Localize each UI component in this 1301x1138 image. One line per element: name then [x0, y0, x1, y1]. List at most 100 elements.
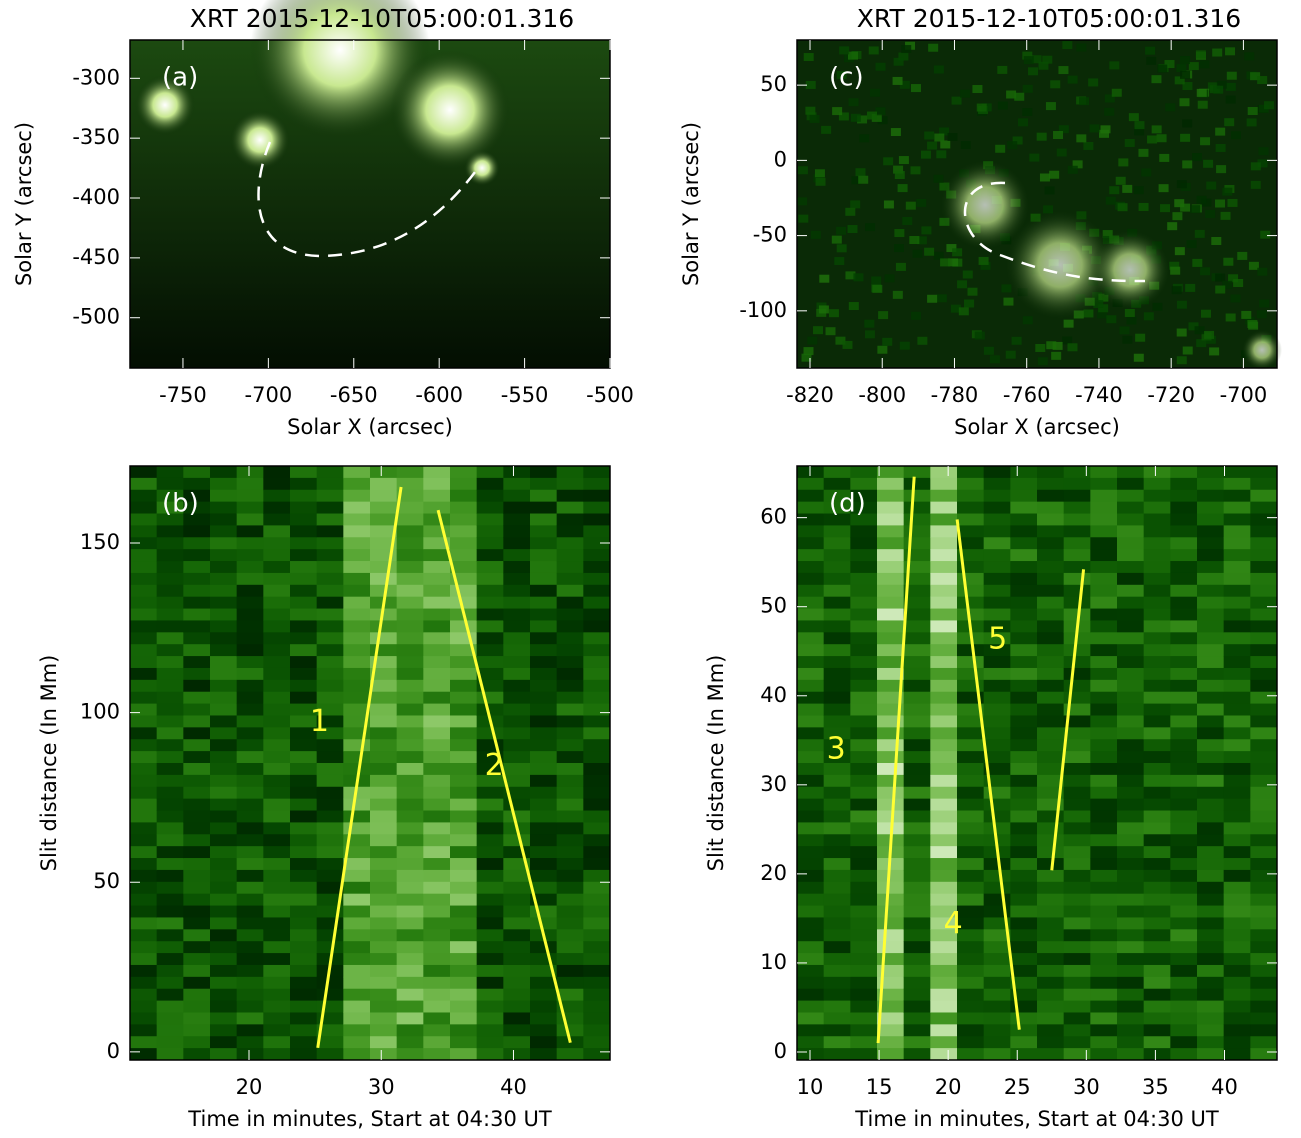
image-pixel [983, 881, 1011, 895]
image-pixel [1151, 75, 1162, 84]
image-pixel [583, 489, 611, 503]
image-pixel [156, 834, 184, 847]
image-pixel [263, 632, 291, 645]
image-pixel [503, 869, 531, 883]
image-pixel [1223, 620, 1251, 633]
image-pixel [503, 644, 531, 657]
image-pixel [936, 150, 947, 159]
image-pixel [1188, 322, 1199, 331]
image-pixel [1170, 266, 1181, 275]
image-pixel [210, 1036, 238, 1049]
image-pixel [1083, 309, 1094, 318]
image-pixel [797, 846, 825, 859]
image-pixel [183, 893, 211, 907]
image-pixel [1250, 501, 1278, 515]
image-pixel [1037, 751, 1065, 764]
image-pixel [850, 774, 878, 788]
image-pixel [1133, 353, 1144, 362]
image-pixel [1063, 739, 1091, 752]
image-pixel [1118, 158, 1129, 167]
image-pixel [130, 1000, 158, 1013]
image-pixel [210, 466, 238, 479]
image-pixel [1197, 584, 1225, 598]
image-pixel [530, 584, 558, 598]
image-pixel [583, 869, 611, 883]
image-pixel [823, 644, 851, 657]
image-pixel [530, 691, 558, 705]
image-pixel [1090, 620, 1118, 633]
image-pixel [1170, 549, 1198, 562]
image-pixel [1122, 184, 1133, 193]
image-pixel [1037, 679, 1065, 693]
y-tick-label: -50 [753, 223, 787, 247]
image-pixel [290, 561, 318, 574]
image-pixel [1223, 751, 1251, 764]
image-pixel [236, 1000, 264, 1013]
image-pixel [1223, 869, 1251, 883]
image-pixel [476, 572, 504, 586]
image-pixel [263, 905, 291, 918]
image-pixel [1250, 810, 1278, 823]
image-pixel [983, 703, 1011, 716]
image-pixel [263, 620, 291, 633]
image-pixel [556, 881, 584, 895]
image-pixel [983, 1036, 1011, 1049]
image-pixel [236, 656, 264, 669]
image-pixel [423, 905, 451, 918]
image-pixel [823, 763, 851, 776]
image-pixel [1197, 964, 1225, 978]
image-pixel [290, 846, 318, 859]
image-pixel [1223, 477, 1251, 491]
image-pixel [263, 679, 291, 693]
image-pixel [1063, 929, 1091, 942]
track-label: 3 [827, 731, 846, 766]
image-pixel [1010, 596, 1038, 610]
image-pixel [903, 964, 931, 978]
image-pixel [396, 941, 424, 954]
image-pixel [130, 774, 158, 788]
image-pixel [1037, 739, 1065, 752]
image-pixel [1090, 561, 1118, 574]
image-pixel [1223, 1048, 1251, 1061]
image-pixel [1051, 351, 1062, 360]
image-pixel [1250, 1000, 1278, 1013]
image-pixel [450, 846, 478, 859]
image-pixel [823, 727, 851, 740]
image-pixel [850, 1012, 878, 1025]
image-pixel [903, 703, 931, 716]
image-pixel [370, 466, 398, 479]
image-pixel [236, 846, 264, 859]
image-pixel [1143, 703, 1171, 716]
x-tick-label: 20 [236, 1075, 263, 1099]
image-pixel [797, 525, 825, 538]
bright-region [1090, 230, 1170, 310]
image-pixel [236, 929, 264, 942]
image-pixel [450, 1048, 478, 1061]
image-pixel [130, 572, 158, 586]
image-pixel [1076, 134, 1087, 143]
image-pixel [1090, 501, 1118, 515]
image-pixel [343, 501, 371, 515]
image-pixel [1063, 834, 1091, 847]
image-pixel [823, 893, 851, 907]
image-pixel [1035, 343, 1046, 352]
image-pixel [210, 964, 238, 978]
image-pixel [1010, 679, 1038, 693]
image-pixel [210, 846, 238, 859]
image-pixel [450, 477, 478, 491]
image-pixel [1010, 572, 1038, 586]
image-pixel [156, 537, 184, 550]
image-pixel [130, 501, 158, 515]
image-pixel [183, 513, 211, 526]
image-pixel [396, 572, 424, 586]
image-pixel [957, 572, 985, 586]
image-pixel [1090, 715, 1118, 728]
image-pixel [316, 786, 344, 800]
image-pixel [263, 953, 291, 966]
image-pixel [1180, 133, 1191, 142]
image-pixel [290, 620, 318, 633]
image-pixel [1122, 335, 1133, 344]
image-pixel [290, 608, 318, 621]
image-pixel [503, 1036, 531, 1049]
image-pixel [797, 953, 825, 966]
